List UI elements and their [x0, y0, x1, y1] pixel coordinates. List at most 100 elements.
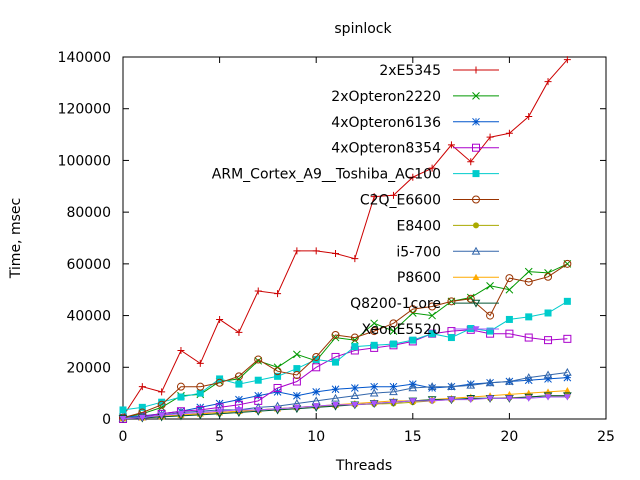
data-point	[447, 382, 456, 390]
data-point	[293, 404, 301, 411]
data-point	[273, 383, 282, 392]
data-point	[389, 340, 397, 348]
legend-label: ARM_Cortex_A9__Toshiba_AC100	[212, 167, 441, 183]
data-point	[544, 78, 552, 86]
data-point	[428, 384, 436, 392]
data-point	[158, 388, 166, 396]
data-point	[370, 341, 378, 349]
data-point	[370, 319, 379, 328]
legend-label: Q8200-1core	[350, 296, 441, 312]
data-point	[332, 250, 340, 258]
data-point	[544, 375, 552, 383]
data-point	[350, 391, 360, 400]
legend-label: 2xE5345	[379, 63, 441, 79]
data-point	[389, 191, 397, 199]
data-point	[563, 297, 571, 305]
y-tick-label: 80000	[66, 205, 111, 221]
data-point	[235, 328, 243, 336]
data-point	[505, 395, 513, 402]
series-layer	[118, 56, 572, 424]
legend-marker	[471, 299, 481, 308]
data-point	[486, 281, 494, 290]
data-point	[370, 400, 378, 407]
data-point	[544, 394, 552, 401]
data-point	[409, 336, 417, 344]
data-point	[292, 371, 301, 380]
x-tick-label: 5	[215, 429, 224, 445]
data-point	[563, 56, 571, 64]
data-point	[138, 414, 146, 422]
x-tick-label: 0	[119, 429, 128, 445]
data-point	[331, 330, 340, 339]
data-point	[524, 277, 533, 286]
data-point	[525, 112, 533, 120]
data-point	[332, 358, 340, 366]
series-line	[122, 59, 568, 417]
x-tick-label: 20	[500, 429, 518, 445]
legend-marker	[472, 117, 480, 126]
data-point	[196, 409, 204, 417]
data-point	[216, 315, 224, 323]
y-tick-label: 60000	[66, 257, 111, 273]
data-point	[389, 399, 397, 406]
y-tick-label: 140000	[58, 50, 111, 66]
data-point	[293, 365, 301, 373]
data-point	[389, 327, 398, 335]
data-point	[505, 285, 514, 294]
data-point	[544, 272, 553, 281]
y-tick-label: 120000	[58, 102, 111, 118]
series-group	[119, 259, 572, 422]
data-point	[234, 372, 243, 381]
data-point	[505, 129, 513, 137]
data-point	[505, 315, 513, 323]
data-point	[544, 309, 552, 317]
data-point	[505, 376, 514, 385]
data-point	[505, 274, 514, 283]
legend-label: C2Q_E6600	[360, 193, 441, 209]
x-axis-ticks: 0 5 10 15 20 25	[119, 57, 615, 445]
data-point	[563, 259, 572, 268]
legend-label: E8400	[397, 218, 441, 234]
series-group	[119, 297, 571, 414]
legend-marker	[472, 273, 480, 280]
data-point	[331, 393, 340, 402]
legend-label: P8600	[397, 270, 441, 286]
data-point	[177, 393, 185, 401]
data-point	[428, 330, 436, 338]
data-point	[312, 387, 321, 396]
legend-marker	[472, 92, 480, 100]
data-point	[293, 247, 301, 255]
data-point	[312, 356, 320, 364]
y-tick-label: 0	[102, 412, 111, 428]
x-tick-label: 15	[404, 429, 422, 445]
data-point	[563, 367, 572, 376]
data-point	[370, 193, 378, 201]
legend-label: XeonE5520	[362, 322, 442, 338]
data-point	[563, 394, 571, 401]
data-point	[254, 356, 263, 365]
data-point	[428, 164, 436, 172]
data-point	[331, 385, 340, 394]
series-group	[119, 325, 572, 423]
y-tick-label: 20000	[66, 360, 111, 376]
series-line	[122, 396, 568, 420]
data-point	[485, 378, 495, 387]
legend-marker	[472, 326, 480, 333]
data-point	[157, 400, 166, 409]
y-axis-label: Time, msec	[8, 198, 24, 279]
data-point	[235, 380, 243, 388]
legend: 2xE5345 2xOpteron2220 4xOpteron6136 4xOpter…	[212, 63, 499, 338]
data-point	[389, 319, 398, 328]
data-point	[351, 255, 359, 263]
data-point	[312, 363, 321, 372]
x-tick-label: 10	[307, 429, 325, 445]
legend-label: i5-700	[396, 244, 441, 260]
data-point	[409, 173, 417, 181]
data-point	[486, 133, 494, 141]
legend-label: 4xOpteron8354	[331, 141, 441, 157]
y-axis-ticks: 0 20000 40000 60000 80000 100000 120000 140000	[58, 50, 606, 428]
data-point	[312, 403, 320, 410]
data-point	[544, 336, 553, 345]
data-point	[332, 401, 340, 409]
data-point	[274, 405, 282, 413]
